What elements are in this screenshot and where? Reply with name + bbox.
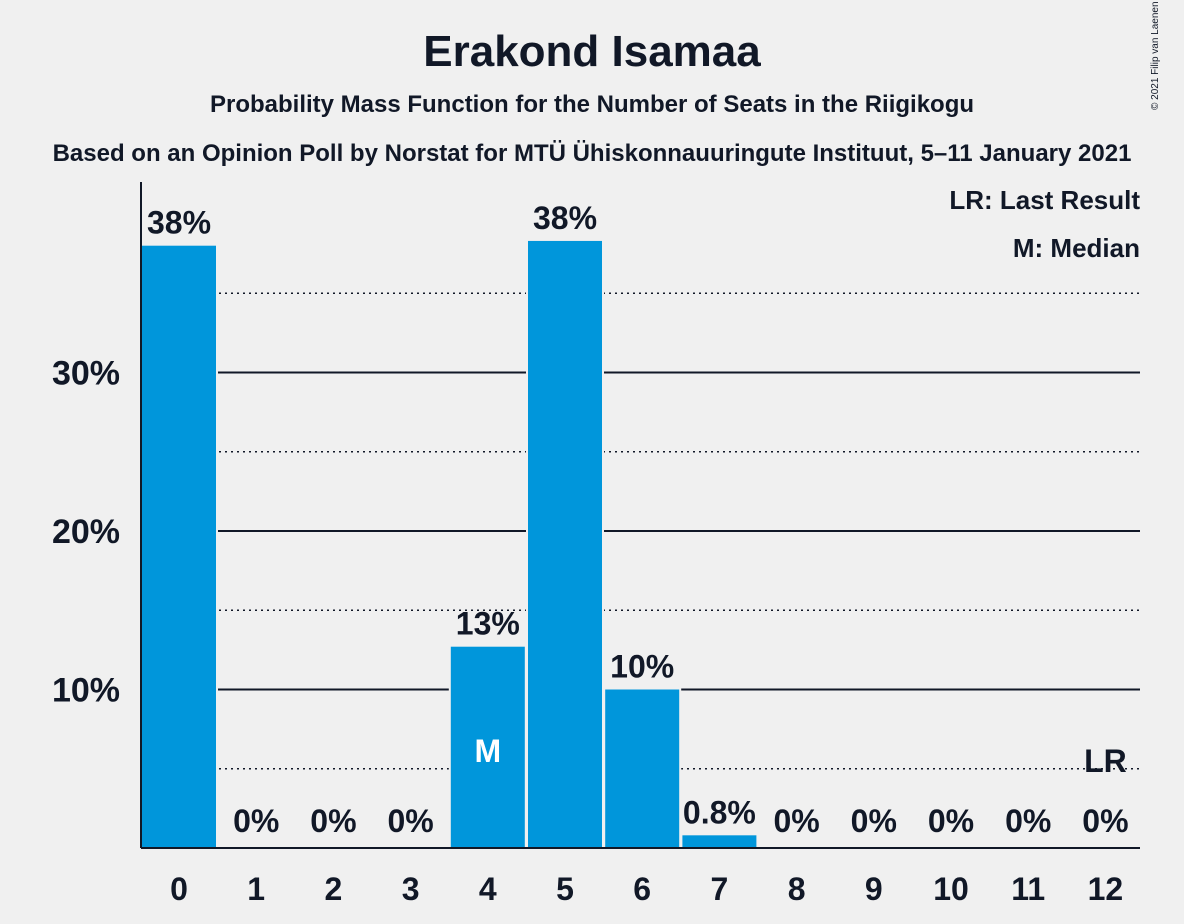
y-tick-label: 10% <box>52 672 120 710</box>
last-result-marker: LR <box>1084 743 1127 779</box>
x-tick-label: 0 <box>170 871 188 907</box>
data-label: 0% <box>387 803 433 839</box>
copyright-note: © 2021 Filip van Laenen <box>1150 1 1161 110</box>
bar-layer <box>140 238 759 848</box>
bar-6 <box>605 689 680 848</box>
bar-0 <box>142 245 216 848</box>
bar-5 <box>528 240 602 848</box>
axis-layer <box>140 182 1140 849</box>
data-label: 13% <box>456 606 520 642</box>
data-label: 38% <box>147 205 211 241</box>
data-label: 0% <box>851 803 897 839</box>
x-tick-label: 9 <box>865 871 883 907</box>
data-label: 0% <box>928 803 974 839</box>
legend-median: M: Median <box>1013 233 1140 263</box>
median-marker: M <box>474 733 501 769</box>
chart-subtitle-source: Based on an Opinion Poll by Norstat for … <box>53 140 1132 167</box>
data-label: 0% <box>1082 803 1128 839</box>
x-tick-label: 5 <box>556 871 574 907</box>
data-label: 0% <box>773 803 819 839</box>
legend-last-result: LR: Last Result <box>949 185 1140 215</box>
grid-layer: 10% 20% 30% <box>52 292 1140 770</box>
x-tick-label: 6 <box>633 871 651 907</box>
label-layer: 38%00%10%20%313%438%510%60.8%70%80%90%10… <box>147 200 1129 907</box>
data-label: 0% <box>1005 803 1051 839</box>
data-label: 0.8% <box>683 794 756 830</box>
x-tick-label: 12 <box>1088 871 1124 907</box>
y-tick-label: 30% <box>52 355 120 393</box>
x-tick-label: 11 <box>1011 871 1045 907</box>
x-tick-label: 4 <box>479 871 497 907</box>
bar-4 <box>450 646 525 848</box>
chart-subtitle: Probability Mass Function for the Number… <box>210 91 974 118</box>
x-tick-label: 7 <box>711 871 729 907</box>
x-tick-label: 3 <box>402 871 420 907</box>
x-tick-label: 10 <box>933 871 969 907</box>
y-tick-label: 20% <box>52 513 120 551</box>
x-tick-label: 1 <box>247 871 265 907</box>
x-tick-label: 2 <box>325 871 343 907</box>
data-label: 10% <box>610 649 674 685</box>
data-label: 38% <box>533 200 597 236</box>
chart-title: Erakond Isamaa <box>423 27 761 76</box>
bar-7 <box>682 835 757 848</box>
x-tick-label: 8 <box>788 871 806 907</box>
data-label: 0% <box>233 803 279 839</box>
data-label: 0% <box>310 803 356 839</box>
